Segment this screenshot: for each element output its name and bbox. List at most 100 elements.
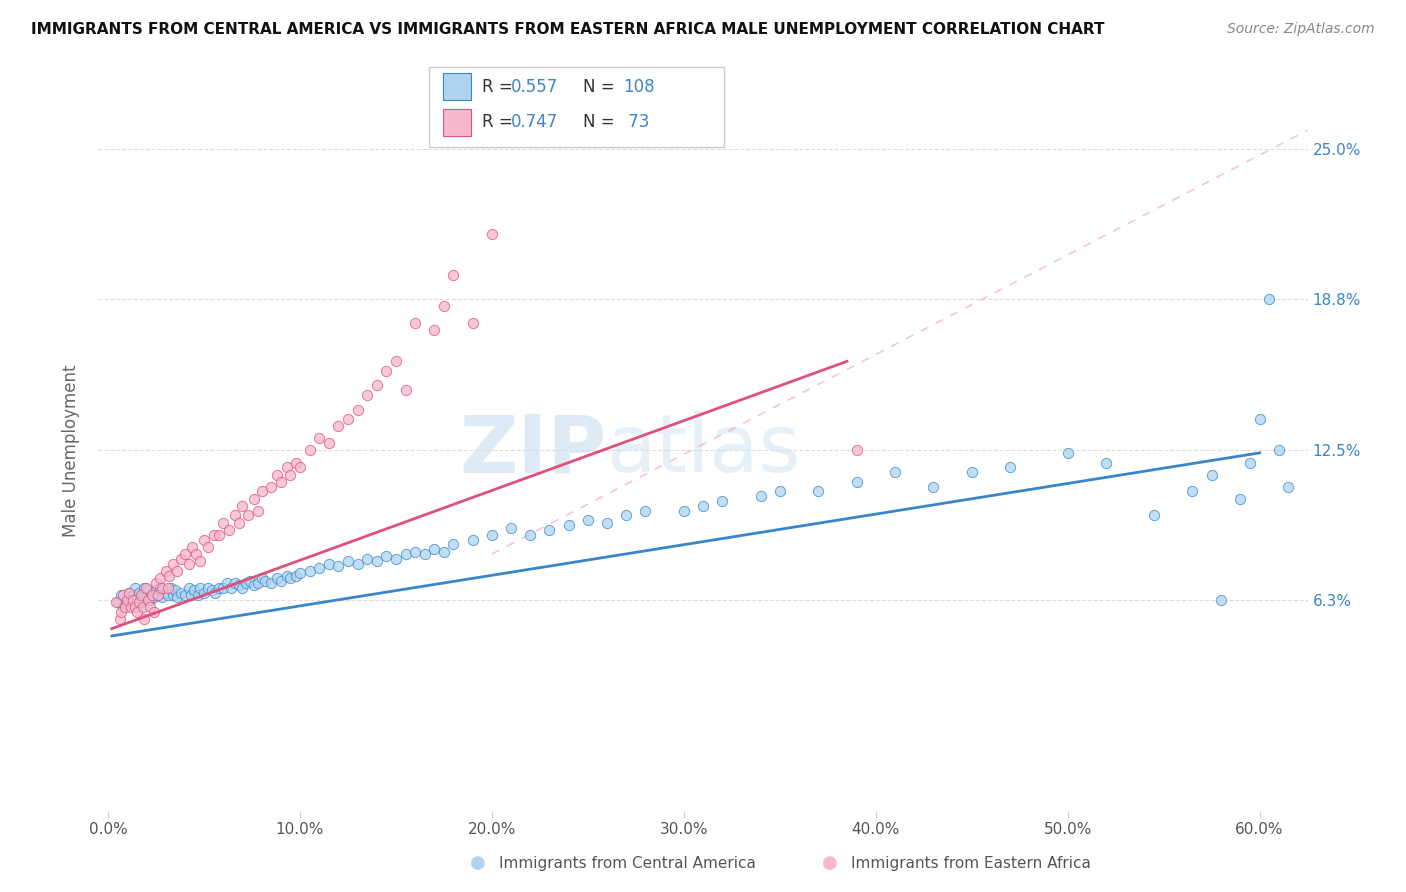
- Point: [1181, 484, 1204, 499]
- Point: [385, 551, 408, 566]
- Point: [231, 581, 253, 595]
- Point: [423, 542, 446, 557]
- Point: [112, 588, 135, 602]
- Point: [118, 585, 141, 599]
- Point: [122, 588, 145, 602]
- Text: Immigrants from Central America: Immigrants from Central America: [499, 856, 756, 871]
- Point: [769, 484, 792, 499]
- Point: [115, 592, 138, 607]
- Point: [1143, 508, 1166, 523]
- Point: [166, 591, 188, 605]
- Point: [922, 480, 945, 494]
- Point: [461, 316, 484, 330]
- Point: [433, 299, 456, 313]
- Point: [443, 268, 465, 282]
- Point: [246, 503, 269, 517]
- Point: [183, 583, 205, 598]
- Point: [231, 499, 253, 513]
- Point: [149, 581, 172, 595]
- Point: [366, 378, 388, 392]
- Point: [394, 384, 416, 398]
- Point: [250, 484, 273, 499]
- Point: [104, 595, 127, 609]
- Point: [308, 561, 330, 575]
- Point: [128, 595, 150, 609]
- Point: [235, 576, 257, 591]
- Point: [711, 494, 734, 508]
- Point: [228, 578, 250, 592]
- Text: 73: 73: [623, 113, 650, 131]
- Point: [131, 588, 153, 602]
- Point: [188, 554, 211, 568]
- Point: [215, 576, 238, 591]
- Point: [246, 576, 269, 591]
- Text: ZIP: ZIP: [458, 411, 606, 490]
- Point: [692, 499, 714, 513]
- Point: [308, 432, 330, 446]
- Point: [328, 419, 350, 434]
- Point: [110, 588, 132, 602]
- Point: [146, 588, 169, 602]
- Point: [239, 574, 262, 588]
- Point: [202, 528, 225, 542]
- Point: [481, 227, 503, 241]
- Point: [538, 523, 561, 537]
- Point: [141, 588, 163, 602]
- Point: [212, 581, 235, 595]
- Point: [1095, 456, 1118, 470]
- Point: [394, 547, 416, 561]
- Point: [159, 568, 181, 582]
- Point: [1201, 467, 1223, 482]
- Point: [125, 592, 148, 607]
- Point: [115, 592, 138, 607]
- Point: [346, 557, 368, 571]
- Point: [276, 568, 298, 582]
- Point: [749, 489, 772, 503]
- Point: [166, 564, 188, 578]
- Point: [224, 508, 246, 523]
- Point: [141, 585, 163, 599]
- Text: 0.557: 0.557: [510, 78, 558, 95]
- Point: [336, 412, 359, 426]
- Point: [135, 591, 157, 605]
- Point: [134, 581, 156, 595]
- Point: [346, 402, 368, 417]
- Point: [260, 480, 283, 494]
- Point: [110, 605, 132, 619]
- Point: [188, 581, 211, 595]
- Point: [136, 592, 159, 607]
- Point: [122, 592, 145, 607]
- Point: [1268, 443, 1291, 458]
- Text: Source: ZipAtlas.com: Source: ZipAtlas.com: [1227, 22, 1375, 37]
- Point: [243, 578, 266, 592]
- Point: [193, 533, 215, 547]
- Point: [280, 467, 302, 482]
- Point: [614, 508, 637, 523]
- Point: [1229, 491, 1251, 506]
- Point: [170, 551, 193, 566]
- Point: [385, 354, 408, 368]
- Point: [112, 600, 135, 615]
- Point: [134, 612, 156, 626]
- Point: [187, 588, 209, 602]
- Point: [499, 520, 522, 534]
- Text: Immigrants from Eastern Africa: Immigrants from Eastern Africa: [851, 856, 1091, 871]
- Point: [165, 583, 187, 598]
- Point: [318, 557, 340, 571]
- Point: [201, 583, 224, 598]
- Point: [145, 576, 167, 591]
- Point: [250, 571, 273, 585]
- Point: [129, 588, 152, 602]
- Point: [124, 600, 146, 615]
- Point: [208, 581, 231, 595]
- Point: [266, 467, 288, 482]
- Point: [160, 581, 183, 595]
- Point: [461, 533, 484, 547]
- Text: N =: N =: [583, 113, 614, 131]
- Point: [118, 585, 141, 599]
- Point: [125, 605, 148, 619]
- Point: [270, 574, 292, 588]
- Point: [285, 568, 308, 582]
- Point: [155, 585, 177, 599]
- Point: [260, 576, 283, 591]
